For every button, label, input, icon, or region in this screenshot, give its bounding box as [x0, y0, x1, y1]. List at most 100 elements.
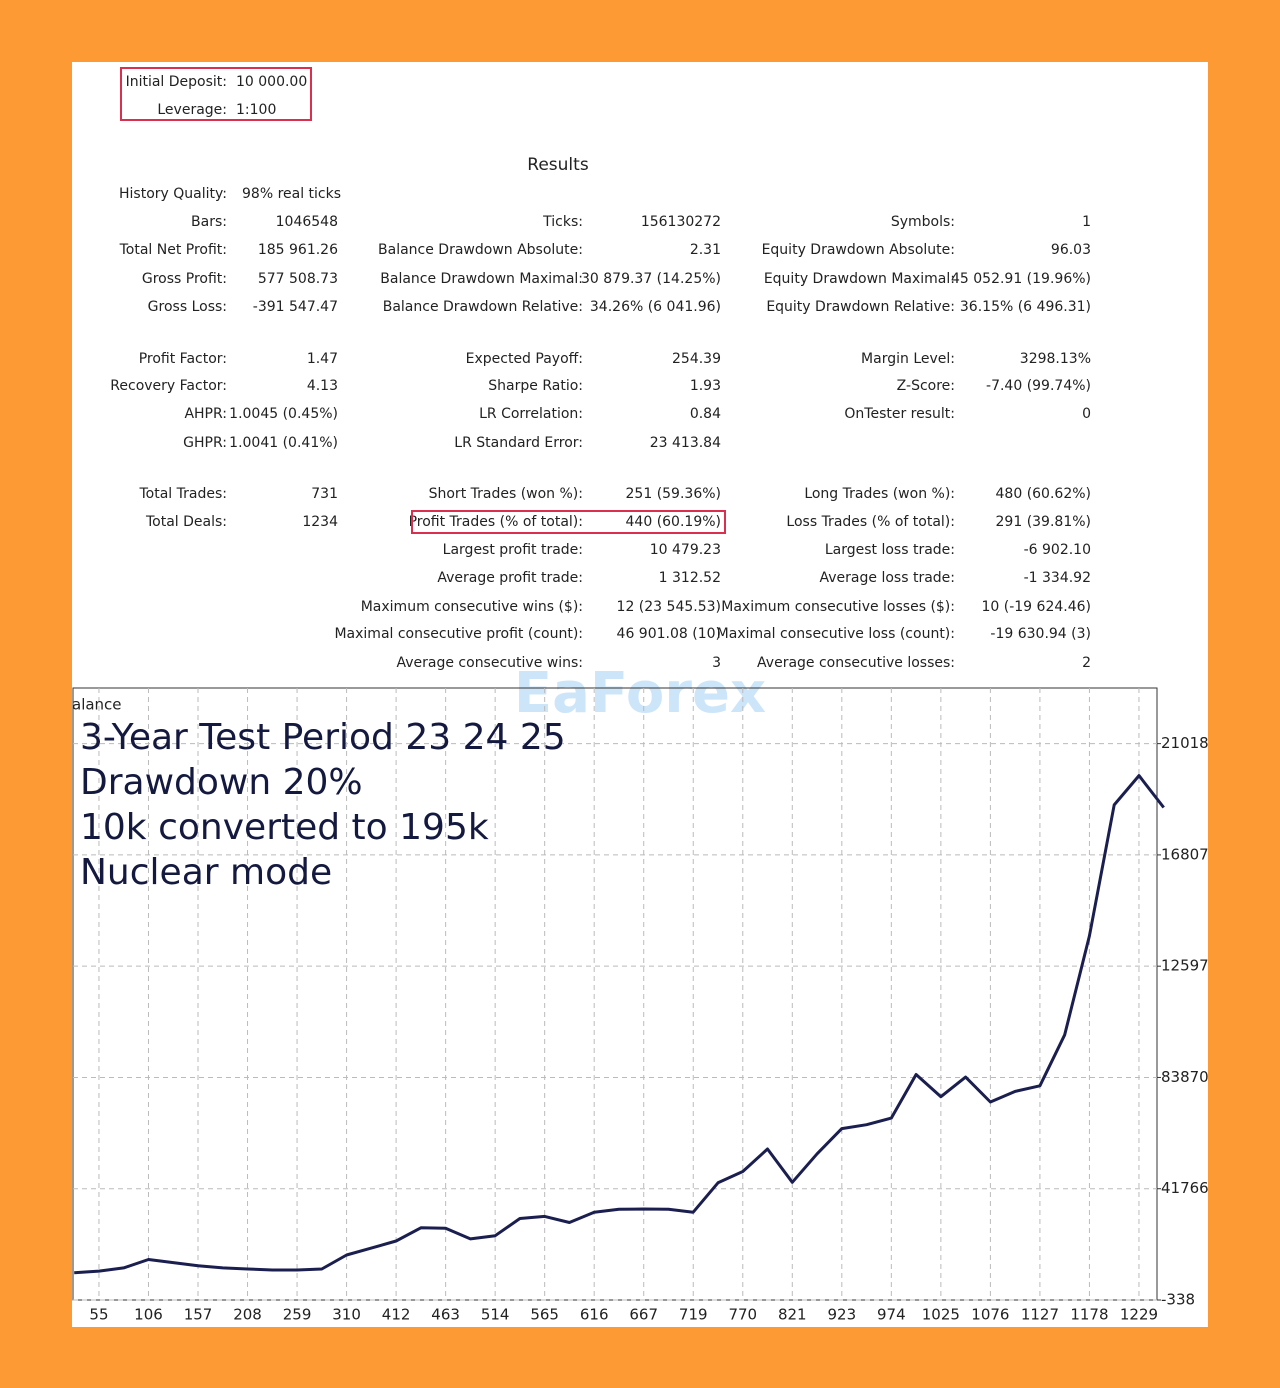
deposit-box — [120, 67, 312, 121]
report-title: Results — [527, 155, 589, 175]
x-tick-label: 412 — [382, 1306, 411, 1324]
annotation: Nuclear mode — [80, 852, 332, 893]
result-value: -391 547.47 — [253, 299, 338, 315]
result-label: Ticks: — [542, 214, 583, 230]
result-value: 480 (60.62%) — [996, 486, 1091, 502]
x-tick-label: 616 — [580, 1306, 609, 1324]
result-label: Loss Trades (% of total): — [786, 514, 955, 530]
result-value: 96.03 — [1051, 242, 1091, 258]
result-label: Maximum consecutive losses ($): — [721, 599, 955, 615]
result-value: 254.39 — [672, 351, 721, 367]
x-tick-label: 259 — [283, 1306, 312, 1324]
result-label: Total Net Profit: — [119, 242, 227, 258]
result-label: LR Standard Error: — [454, 435, 583, 451]
result-value: 4.13 — [307, 378, 338, 394]
x-tick-label: 463 — [431, 1306, 460, 1324]
result-label: AHPR: — [184, 406, 227, 422]
result-value: 45 052.91 (19.96%) — [951, 271, 1091, 287]
annotation: 10k converted to 195k — [80, 807, 489, 848]
result-value: 1 312.52 — [659, 570, 721, 586]
result-label: Bars: — [191, 214, 227, 230]
result-label: Sharpe Ratio: — [488, 378, 583, 394]
result-label: Largest loss trade: — [825, 542, 955, 558]
result-label: Total Trades: — [139, 486, 228, 502]
deposit-label: Initial Deposit: — [126, 74, 227, 90]
x-tick-label: 770 — [728, 1306, 757, 1324]
highlight-box — [411, 510, 726, 534]
result-label: Maximum consecutive wins ($): — [361, 599, 583, 615]
result-value: 1 — [1082, 214, 1091, 230]
result-label: Equity Drawdown Absolute: — [762, 242, 955, 258]
result-label: Balance Drawdown Relative: — [383, 299, 583, 315]
result-label: Gross Profit: — [142, 271, 227, 287]
result-label: Profit Factor: — [139, 351, 227, 367]
x-tick-label: 1229 — [1120, 1306, 1158, 1324]
y-tick-label: 41766 — [1161, 1179, 1209, 1197]
y-tick-label: 16807 — [1161, 845, 1209, 863]
y-tick-label: -338 — [1161, 1291, 1195, 1309]
y-tick-label: 21018 — [1161, 734, 1209, 752]
result-label: History Quality: — [119, 186, 227, 202]
result-label: Maximal consecutive profit (count): — [334, 626, 583, 642]
result-value: -6 902.10 — [1024, 542, 1091, 558]
result-label: Average profit trade: — [437, 570, 583, 586]
result-value: 30 879.37 (14.25%) — [581, 271, 721, 287]
result-value: 23 413.84 — [650, 435, 721, 451]
result-label: Recovery Factor: — [110, 378, 227, 394]
result-value: 731 — [311, 486, 338, 502]
result-label: Maximal consecutive loss (count): — [717, 626, 955, 642]
result-label: Average loss trade: — [820, 570, 955, 586]
y-tick-label: 83870 — [1161, 1068, 1209, 1086]
result-value: -19 630.94 (3) — [990, 626, 1091, 642]
result-label: LR Correlation: — [479, 406, 583, 422]
result-label: Balance Drawdown Absolute: — [378, 242, 583, 258]
x-tick-label: 1076 — [971, 1306, 1009, 1324]
result-value: 10 (-19 624.46) — [982, 599, 1092, 615]
result-value: 0 — [1082, 406, 1091, 422]
result-label: Average consecutive wins: — [396, 655, 583, 671]
result-label: Equity Drawdown Relative: — [766, 299, 955, 315]
panel — [72, 62, 1208, 1327]
result-value: 98% real ticks — [242, 186, 341, 202]
result-label: Average consecutive losses: — [757, 655, 955, 671]
result-label: Total Deals: — [145, 514, 227, 530]
result-value: 3 — [712, 655, 721, 671]
annotation: 3-Year Test Period 23 24 25 — [80, 717, 566, 758]
result-value: 46 901.08 (10) — [617, 626, 721, 642]
result-value: 440 (60.19%) — [626, 514, 721, 530]
x-tick-label: 565 — [530, 1306, 559, 1324]
result-value: 1.0041 (0.41%) — [229, 435, 338, 451]
result-label: OnTester result: — [844, 406, 955, 422]
result-value: 10 479.23 — [650, 542, 721, 558]
balance-line — [74, 774, 1165, 1275]
deposit-label: Leverage: — [157, 102, 227, 118]
result-value: 2.31 — [690, 242, 721, 258]
y-tick-label: 12597 — [1161, 957, 1209, 975]
result-label: Z-Score: — [897, 378, 955, 394]
result-label: Balance Drawdown Maximal: — [380, 271, 583, 287]
x-tick-label: 974 — [877, 1306, 906, 1324]
result-value: 185 961.26 — [258, 242, 338, 258]
result-value: -7.40 (99.74%) — [986, 378, 1091, 394]
result-label: Margin Level: — [861, 351, 955, 367]
result-value: 1.47 — [307, 351, 338, 367]
result-value: 1046548 — [276, 214, 338, 230]
x-tick-label: 208 — [233, 1306, 262, 1324]
x-tick-label: 1127 — [1021, 1306, 1059, 1324]
result-label: Profit Trades (% of total): — [409, 514, 583, 530]
result-value: 3298.13% — [1020, 351, 1091, 367]
result-value: 156130272 — [641, 214, 721, 230]
deposit-value: 10 000.00 — [236, 74, 307, 90]
result-label: Long Trades (won %): — [804, 486, 955, 502]
x-tick-label: 106 — [134, 1306, 163, 1324]
result-value: 1234 — [302, 514, 338, 530]
result-value: 0.84 — [690, 406, 721, 422]
result-label: Symbols: — [891, 214, 955, 230]
deposit-value: 1:100 — [236, 102, 276, 118]
result-value: 577 508.73 — [258, 271, 338, 287]
x-tick-label: 667 — [629, 1306, 658, 1324]
x-tick-label: 821 — [778, 1306, 807, 1324]
result-label: Gross Loss: — [148, 299, 227, 315]
result-label: Equity Drawdown Maximal: — [764, 271, 955, 287]
